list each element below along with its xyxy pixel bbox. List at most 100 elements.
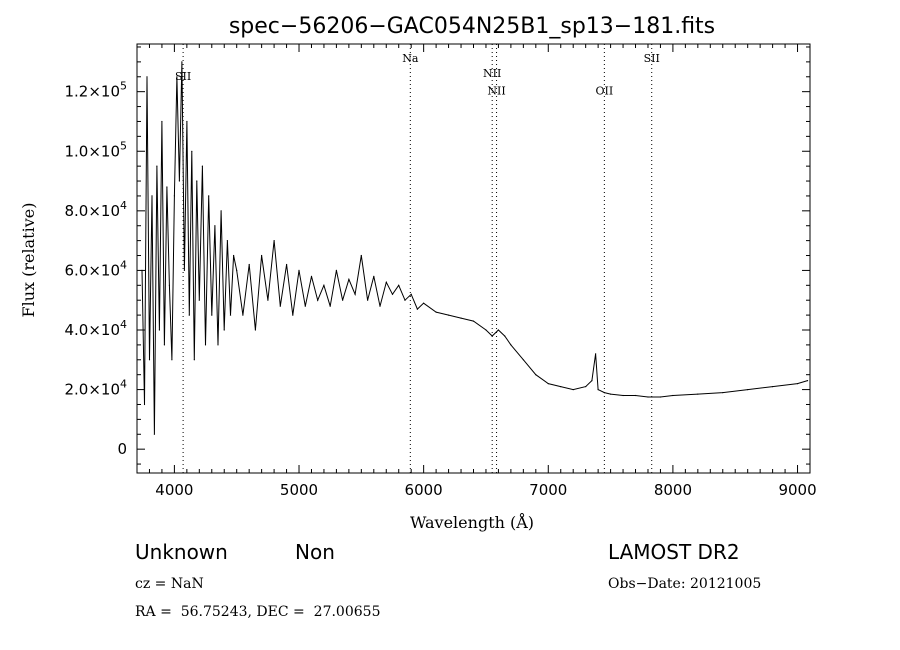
- spectrum-point: [193, 359, 195, 361]
- spectrum-point: [183, 269, 185, 271]
- spectrum-line-0: [141, 61, 808, 435]
- spectrum-point: [286, 263, 288, 266]
- spectrum-point: [610, 393, 612, 395]
- spectrum-point: [497, 329, 499, 331]
- spectrum-point: [806, 380, 809, 382]
- spectrum-point: [158, 329, 160, 331]
- spectrum-point: [367, 299, 369, 301]
- spectrum-point: [485, 329, 487, 331]
- spectrum-point: [171, 359, 173, 361]
- spectrum-point: [254, 329, 256, 331]
- emission-line-label-0: SII: [175, 70, 191, 83]
- spectrum-point: [242, 314, 244, 316]
- x-tick-label-4: 8000: [654, 481, 692, 499]
- subclass-label: Non: [295, 540, 335, 564]
- spectrum-point: [248, 263, 250, 266]
- spectrum-point: [161, 120, 163, 123]
- x-tick-label-2: 6000: [405, 481, 443, 499]
- spectrum-point: [796, 383, 799, 385]
- spectrum-point: [460, 317, 462, 319]
- spectrum-point: [416, 308, 418, 310]
- spectrum-point: [591, 380, 593, 382]
- spectrum-point: [472, 320, 475, 322]
- spectrum-point: [211, 314, 213, 316]
- spectrum-point: [398, 284, 400, 286]
- spectrum-point: [233, 254, 235, 257]
- spectrum-point: [188, 314, 190, 316]
- spectrum-point: [166, 186, 168, 188]
- spectrum-point: [292, 314, 294, 316]
- spectrum-point: [379, 305, 381, 307]
- spectrum-point: [373, 275, 375, 277]
- spectrum-point: [772, 386, 774, 388]
- y-axis-label: Flux (relative): [19, 203, 38, 318]
- spectrum-point: [659, 396, 662, 398]
- spectrum-point: [279, 305, 281, 307]
- plot-area: 4000 5000 6000 7000 8000 9000 0 2.0×104 4.0×104 6…: [64, 43, 817, 499]
- spectrum-point: [323, 284, 325, 286]
- spectrum-point: [151, 195, 153, 197]
- spectrum-point: [423, 302, 425, 304]
- spectrum-point: [410, 293, 412, 295]
- class-label: Unknown: [135, 540, 228, 564]
- y-tick-label-2: 4.0×104: [64, 318, 127, 339]
- spectrum-point: [335, 269, 337, 271]
- spectrum-point: [173, 195, 175, 197]
- spectrum-point: [747, 389, 749, 391]
- spectrum-point: [141, 269, 143, 271]
- spectrum-point: [223, 329, 225, 331]
- x-tick-label-1: 5000: [280, 481, 318, 499]
- emission-line-label-4: OII: [596, 85, 614, 98]
- chart-title: spec−56206−GAC054N25B1_sp13−181.fits: [229, 14, 715, 39]
- spectrum-point: [504, 335, 506, 337]
- spectrum-point: [535, 374, 537, 376]
- spectrum-point: [226, 240, 228, 242]
- spectrum-point: [634, 394, 637, 397]
- spectrum-point: [298, 269, 300, 271]
- coords-text: RA = 56.75243, DEC = 27.00655: [135, 604, 381, 620]
- x-tick-label-5: 9000: [778, 481, 816, 499]
- y-tick-label-3: 6.0×104: [64, 258, 127, 279]
- survey-label: LAMOST DR2: [608, 540, 740, 564]
- spectrum-point: [186, 120, 188, 123]
- spectrum-point: [168, 284, 170, 286]
- spectrum-point: [342, 299, 344, 301]
- emission-line-label-1: Na: [402, 52, 419, 65]
- spectrum-point: [304, 305, 306, 307]
- spectrum-point: [198, 299, 200, 301]
- obs-date-text: Obs−Date: 20121005: [608, 576, 762, 592]
- spectrum-point: [176, 76, 178, 78]
- emission-line-label-5: SII: [644, 52, 660, 65]
- spectrum-point: [391, 293, 394, 295]
- spectrum-point: [522, 359, 525, 361]
- emission-line-label-3: NII: [487, 85, 505, 98]
- spectrum-point: [208, 195, 210, 197]
- y-tick-label-1: 2.0×104: [64, 378, 127, 399]
- y-tick-label-4: 8.0×104: [64, 199, 127, 220]
- y-tick-label-5: 1.0×105: [64, 139, 127, 160]
- spectrum-point: [595, 353, 597, 355]
- spectrum-point: [267, 299, 269, 301]
- spectrum-point: [273, 240, 275, 242]
- spectrum-point: [329, 305, 331, 307]
- spectrum-point: [491, 335, 493, 337]
- x-axis-label: Wavelength (Å): [410, 512, 534, 532]
- spectrum-point: [153, 433, 155, 435]
- spectrum-point: [220, 210, 222, 212]
- spectrum-point: [622, 394, 624, 397]
- plot-frame: [136, 43, 811, 474]
- spectrum-point: [217, 344, 219, 346]
- spectrum-point: [435, 311, 437, 313]
- spectrum-point: [317, 299, 319, 301]
- spectrum-point: [163, 344, 165, 346]
- spectrum-point: [560, 386, 562, 388]
- spectrum-point: [148, 359, 151, 361]
- y-tick-label-0: 0: [117, 440, 127, 458]
- spectrum-point: [348, 278, 350, 280]
- spectrum-point: [146, 76, 148, 78]
- spectrum-point: [156, 165, 158, 167]
- spectrum-point: [261, 254, 263, 257]
- spectrum-point: [448, 314, 450, 316]
- spectrum-point: [672, 394, 674, 397]
